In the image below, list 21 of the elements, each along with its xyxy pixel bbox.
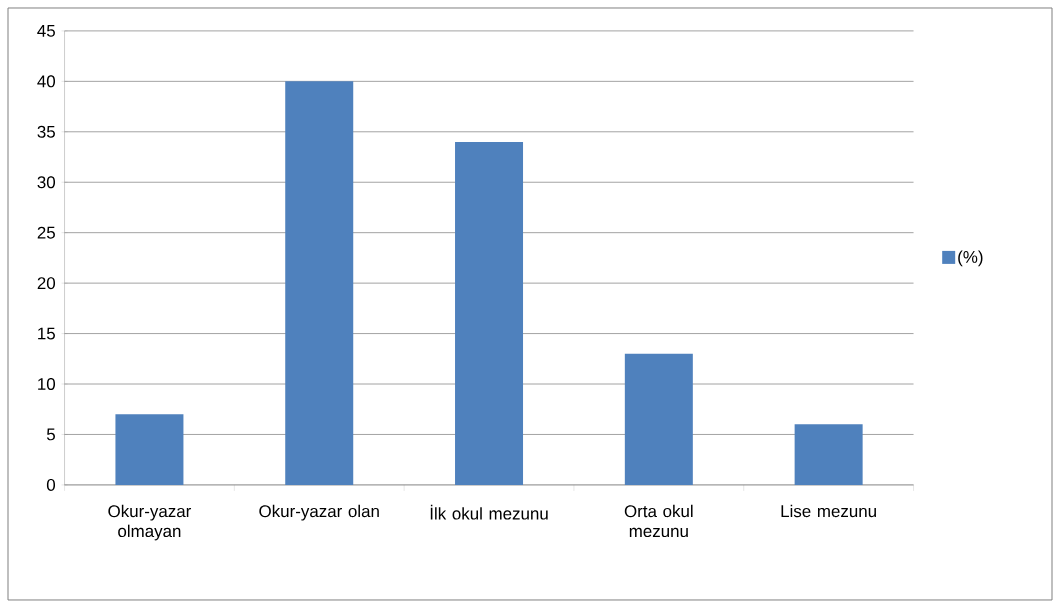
x-tick-label: Orta okul mezunu — [624, 504, 693, 538]
x-tick-label: İlk okul mezunu — [430, 504, 548, 520]
y-tick-label: 15 — [38, 327, 55, 340]
y-tick-label: 10 — [38, 378, 56, 391]
bar — [455, 141, 524, 485]
legend-label: (%) — [958, 250, 983, 267]
y-tick-label: 5 — [46, 428, 55, 441]
y-tick-label: 20 — [37, 277, 56, 290]
bar — [285, 81, 354, 485]
y-tick-label: 0 — [46, 478, 56, 491]
y-tick-label: 40 — [37, 75, 56, 88]
x-tick-label: Okur-yazar olan — [259, 504, 379, 521]
bar — [624, 353, 693, 485]
y-tick-label: 35 — [37, 125, 55, 138]
y-tick-label: 45 — [37, 24, 55, 37]
x-tick-label: Lise mezunu — [781, 504, 876, 518]
x-tick-label: Okur-yazar olmayan — [108, 504, 192, 541]
bar — [794, 424, 863, 485]
y-tick-label: 25 — [37, 226, 55, 239]
y-tick-label: 30 — [37, 176, 56, 189]
bar — [115, 414, 184, 485]
